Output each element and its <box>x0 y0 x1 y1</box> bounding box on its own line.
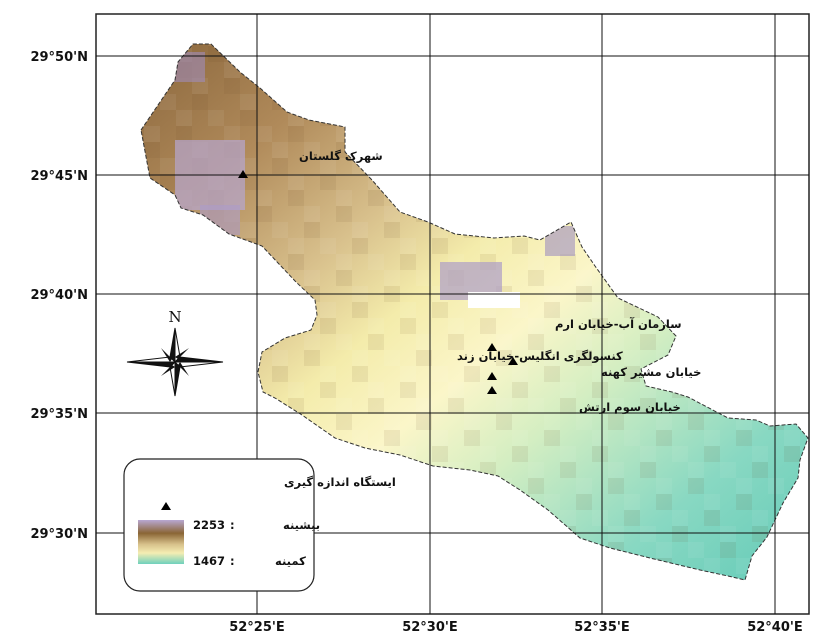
lon-label-1: 52°25'E <box>229 620 285 635</box>
legend-min-value: 1467 <box>193 554 225 568</box>
legend-min-label: کمینه <box>275 554 306 568</box>
lat-label-2: 29°45'N <box>30 169 88 184</box>
station-marker-consulate <box>487 372 497 380</box>
legend-color-ramp <box>138 520 184 564</box>
station-marker-golestan <box>238 170 248 178</box>
legend-min-sep: : <box>230 554 235 568</box>
station-markers <box>238 170 518 394</box>
graticule <box>96 14 809 614</box>
station-label-artesh: خیابان سوم ارتش <box>579 400 681 415</box>
lon-label-3: 52°35'E <box>574 620 630 635</box>
station-label-water-org: سازمان آب-خیابان ارم <box>555 317 682 331</box>
lat-label-5: 29°30'N <box>30 527 88 542</box>
station-marker-water-org <box>487 343 497 351</box>
study-area-boundary <box>140 43 809 581</box>
station-label-consulate: کنسولگری انگلیس-خیابان زند <box>457 349 623 364</box>
legend-max-label: بیشینه <box>283 518 320 532</box>
lon-label-2: 52°30'E <box>402 620 458 635</box>
legend-max-sep: : <box>230 518 235 532</box>
legend: ایستگاه اندازه گیری 2253 : بیشینه 1467 :… <box>123 458 396 592</box>
lat-label-1: 29°50'N <box>30 50 88 65</box>
station-label-golestan: شهرک گلستان <box>299 149 383 163</box>
lat-label-4: 29°35'N <box>30 407 88 422</box>
lon-label-4: 52°40'E <box>747 620 803 635</box>
north-arrow-label: N <box>168 308 181 326</box>
station-marker-moshir <box>508 357 518 365</box>
legend-title: ایستگاه اندازه گیری <box>284 475 396 489</box>
station-marker-artesh <box>487 386 497 394</box>
station-label-moshir: خیابان مشیر کهنه <box>601 365 701 379</box>
legend-max-value: 2253 <box>193 518 225 532</box>
lat-label-3: 29°40'N <box>30 288 88 303</box>
legend-station-symbol <box>161 502 171 510</box>
north-arrow: N <box>126 308 224 397</box>
